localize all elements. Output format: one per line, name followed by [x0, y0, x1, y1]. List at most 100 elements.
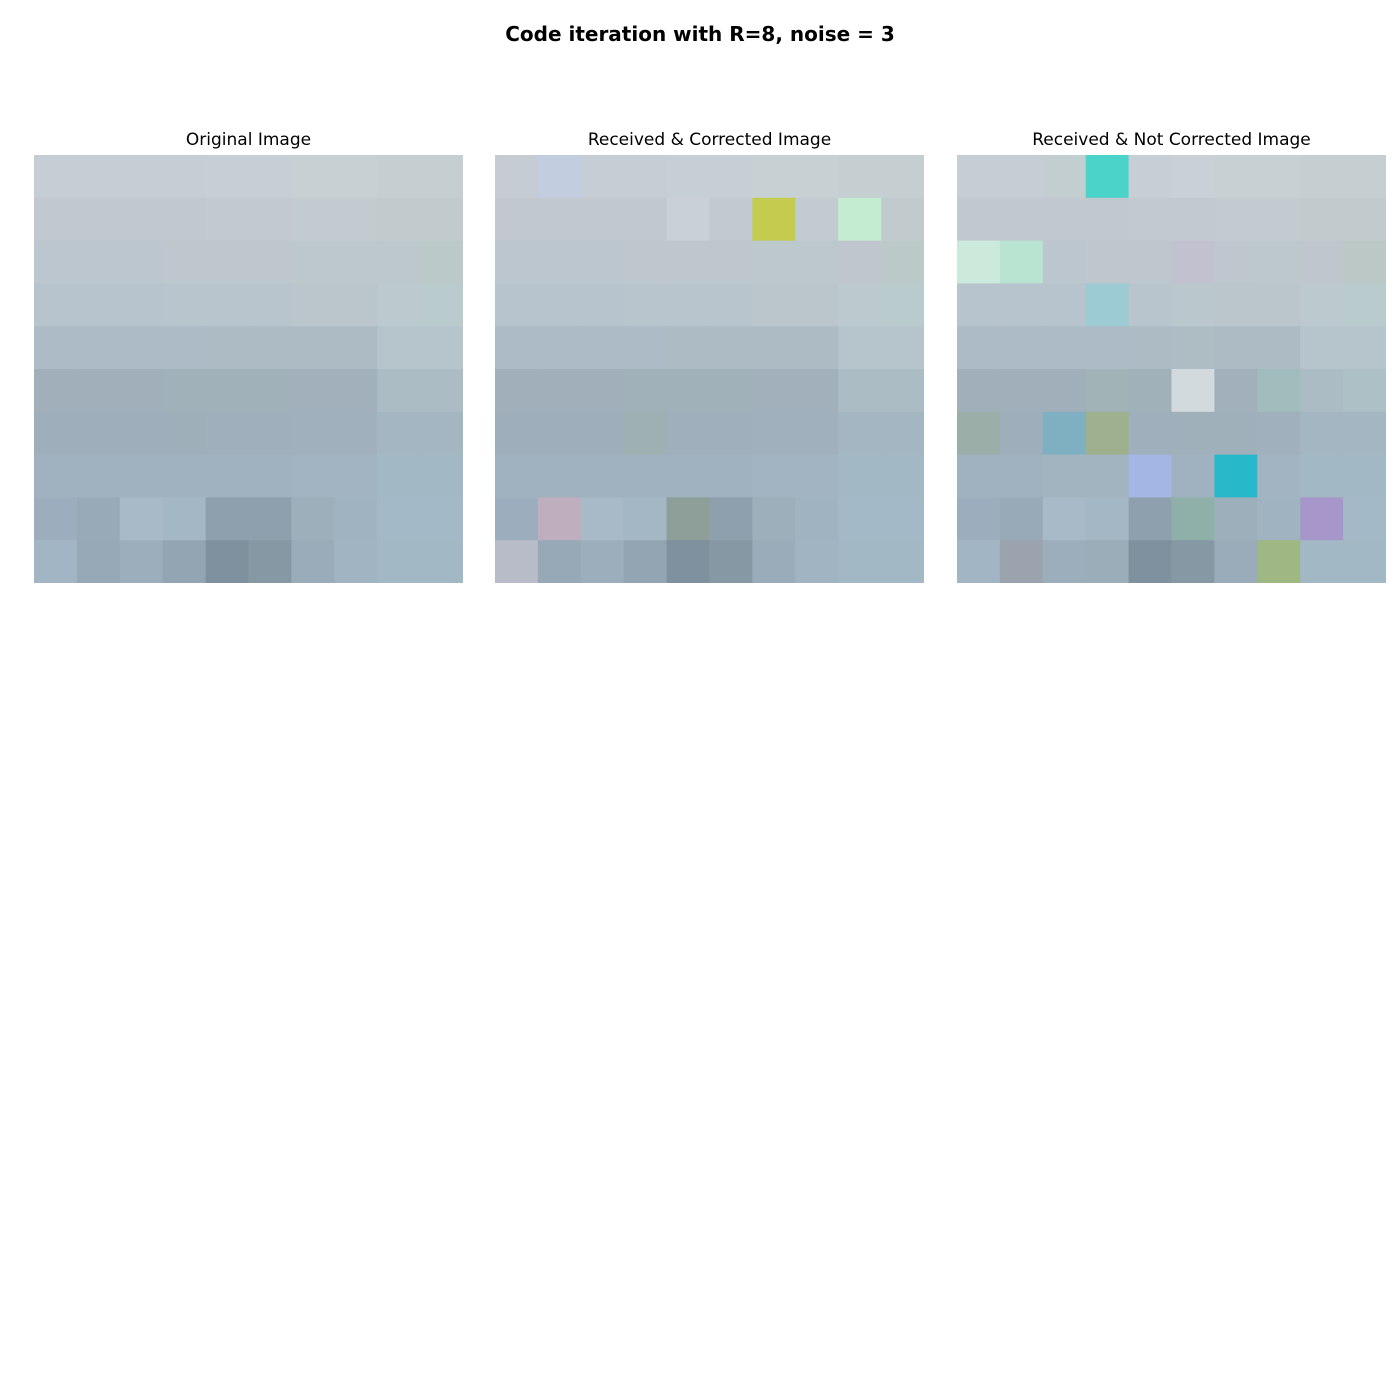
- heatmap-cell: [377, 326, 421, 370]
- heatmap-cell: [248, 240, 292, 284]
- heatmap-cell: [1343, 454, 1386, 498]
- heatmap-cell: [666, 155, 711, 199]
- heatmap-cell: [34, 497, 78, 541]
- heatmap-cell: [34, 326, 78, 370]
- heatmap-cell: [1343, 411, 1386, 456]
- heatmap-cell: [1042, 240, 1087, 284]
- heatmap-cell: [377, 197, 421, 242]
- heatmap-cell: [666, 454, 711, 498]
- original-image-heatmap: [34, 155, 463, 583]
- heatmap-cell: [76, 326, 121, 370]
- heatmap-cell: [1343, 240, 1386, 284]
- heatmap-cell: [709, 497, 753, 541]
- heatmap-cell: [881, 240, 924, 284]
- heatmap-cell: [377, 540, 421, 583]
- not-corrected-image-heatmap: [957, 155, 1386, 583]
- heatmap-cell: [795, 240, 839, 284]
- heatmap-cell: [248, 197, 292, 242]
- heatmap-cell: [495, 540, 539, 583]
- heatmap-cell: [1257, 497, 1301, 541]
- heatmap-cell: [1214, 411, 1258, 456]
- heatmap-cell: [1343, 497, 1386, 541]
- heatmap-cell: [666, 283, 711, 327]
- heatmap-cell: [162, 197, 207, 242]
- heatmap-cell: [420, 369, 463, 413]
- heatmap-cell: [881, 155, 924, 199]
- heatmap-cell: [999, 326, 1044, 370]
- heatmap-cell: [1300, 369, 1344, 413]
- heatmap-cell: [495, 369, 539, 413]
- heatmap-cell: [205, 155, 250, 199]
- heatmap-cell: [1171, 326, 1215, 370]
- heatmap-cell: [1300, 197, 1344, 242]
- heatmap-cell: [1085, 411, 1130, 456]
- heatmap-cell: [1128, 283, 1173, 327]
- heatmap-cell: [795, 411, 839, 456]
- heatmap-cell: [537, 326, 582, 370]
- heatmap-cell: [34, 155, 78, 199]
- heatmap-cell: [1042, 283, 1087, 327]
- heatmap-cell: [119, 240, 164, 284]
- heatmap-cell: [537, 411, 582, 456]
- heatmap-cell: [377, 454, 421, 498]
- heatmap-cell: [334, 197, 378, 242]
- heatmap-cell: [1085, 326, 1130, 370]
- heatmap-cell: [377, 411, 421, 456]
- heatmap-cell: [162, 283, 207, 327]
- heatmap-cell: [623, 369, 668, 413]
- corrected-image-title: Received & Corrected Image: [587, 130, 832, 150]
- heatmap-cell: [957, 326, 1001, 370]
- heatmap-cell: [420, 540, 463, 583]
- heatmap-cell: [666, 411, 711, 456]
- heatmap-cell: [34, 369, 78, 413]
- heatmap-cell: [838, 240, 882, 284]
- heatmap-cell: [537, 369, 582, 413]
- heatmap-cell: [420, 240, 463, 284]
- heatmap-cell: [248, 411, 292, 456]
- heatmap-cell: [34, 540, 78, 583]
- heatmap-cell: [1214, 240, 1258, 284]
- heatmap-cell: [1343, 326, 1386, 370]
- heatmap-cell: [76, 369, 121, 413]
- heatmap-cell: [580, 497, 625, 541]
- heatmap-cell: [623, 283, 668, 327]
- heatmap-cell: [1085, 369, 1130, 413]
- heatmap-cell: [881, 369, 924, 413]
- heatmap-cell: [795, 497, 839, 541]
- heatmap-cell: [291, 240, 335, 284]
- heatmap-cell: [580, 369, 625, 413]
- heatmap-cell: [881, 411, 924, 456]
- heatmap-cell: [1171, 497, 1215, 541]
- heatmap-cell: [291, 155, 335, 199]
- heatmap-cell: [1257, 540, 1301, 583]
- heatmap-cell: [623, 497, 668, 541]
- heatmap-cell: [1214, 369, 1258, 413]
- heatmap-cell: [291, 326, 335, 370]
- heatmap-cell: [1128, 411, 1173, 456]
- heatmap-cell: [999, 240, 1044, 284]
- heatmap-cell: [1085, 283, 1130, 327]
- heatmap-cell: [795, 540, 839, 583]
- heatmap-cell: [1300, 454, 1344, 498]
- heatmap-cell: [162, 326, 207, 370]
- heatmap-cell: [537, 240, 582, 284]
- heatmap-cell: [795, 369, 839, 413]
- heatmap-cell: [666, 197, 711, 242]
- heatmap-cell: [1257, 326, 1301, 370]
- heatmap-cell: [205, 369, 250, 413]
- heatmap-cell: [957, 540, 1001, 583]
- heatmap-cell: [377, 283, 421, 327]
- heatmap-cell: [1257, 155, 1301, 199]
- heatmap-cell: [76, 155, 121, 199]
- heatmap-cell: [291, 454, 335, 498]
- heatmap-cell: [377, 240, 421, 284]
- heatmap-cell: [1042, 497, 1087, 541]
- heatmap-cell: [1128, 240, 1173, 284]
- heatmap-cell: [537, 155, 582, 199]
- heatmap-cell: [1214, 283, 1258, 327]
- heatmap-cell: [1257, 369, 1301, 413]
- heatmap-cell: [1343, 197, 1386, 242]
- heatmap-cell: [420, 283, 463, 327]
- heatmap-cell: [162, 454, 207, 498]
- heatmap-cell: [248, 369, 292, 413]
